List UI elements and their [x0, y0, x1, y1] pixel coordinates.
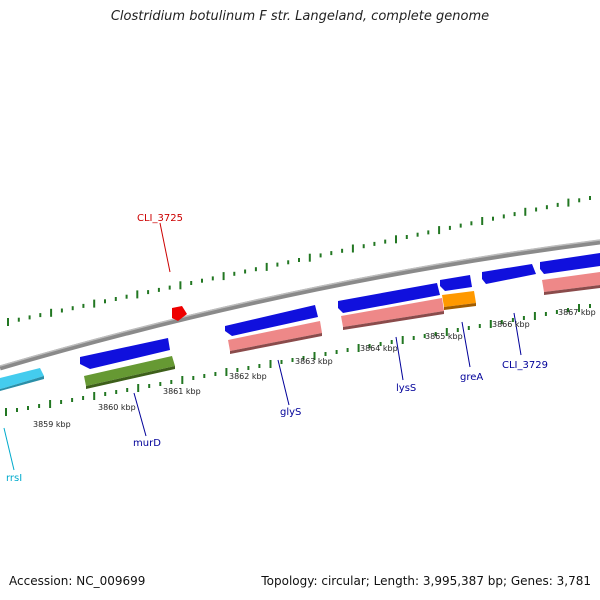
tick-label: 3865 kbp	[425, 332, 463, 341]
gene-label[interactable]: CLI_3725	[137, 213, 183, 224]
dna-backbone-highlight	[0, 239, 600, 367]
gene-rightmost[interactable]	[540, 253, 600, 295]
tick-label: 3862 kbp	[229, 372, 267, 381]
gene-greA[interactable]	[440, 275, 476, 310]
leader-murD	[133, 392, 147, 437]
gene-rrsI[interactable]	[0, 368, 44, 391]
leader-lysS	[395, 336, 404, 381]
tick-label: 3867 kbp	[558, 308, 596, 317]
outer-tick-track	[7, 196, 591, 326]
gene-label[interactable]: lysS	[396, 383, 416, 394]
gene-label[interactable]: rrsI	[6, 473, 22, 484]
gene-glyS[interactable]	[225, 305, 322, 354]
tick-label: 3859 kbp	[33, 420, 71, 429]
gene-labels: CLI_3725 murD glyS lysS greA CLI_3729 rrsI	[6, 213, 548, 484]
tick-label: 3861 kbp	[163, 387, 201, 396]
gene-label[interactable]: CLI_3729	[502, 360, 548, 371]
leader-greA	[461, 321, 471, 368]
leader-glyS	[277, 359, 290, 406]
tick-label: 3864 kbp	[360, 344, 398, 353]
inner-tick-track	[5, 304, 591, 416]
leader-CLI_3725	[159, 222, 171, 273]
accession-text: Accession: NC_009699	[9, 574, 146, 588]
tick-label: 3863 kbp	[295, 357, 333, 366]
tick-label: 3866 kbp	[492, 320, 530, 329]
gene-label[interactable]: greA	[460, 372, 483, 383]
leader-CLI_3729	[513, 312, 522, 356]
gene-label[interactable]: glyS	[280, 407, 301, 418]
tick-label: 3860 kbp	[98, 403, 136, 412]
map-title: Clostridium botulinum F str. Langeland, …	[110, 9, 490, 24]
gene-label[interactable]: murD	[133, 438, 161, 449]
leader-rrsI	[3, 427, 15, 471]
dna-backbone	[0, 239, 600, 371]
genome-stats-text: Topology: circular; Length: 3,995,387 bp…	[261, 574, 591, 588]
gene-murD[interactable]	[80, 338, 175, 389]
gene-lysS[interactable]	[338, 283, 444, 330]
tick-labels: 3859 kbp 3860 kbp 3861 kbp 3862 kbp 3863 kbp…	[33, 308, 596, 429]
gene-CLI_3725-marker[interactable]	[172, 306, 187, 321]
gene-CLI_3729[interactable]	[482, 264, 536, 284]
